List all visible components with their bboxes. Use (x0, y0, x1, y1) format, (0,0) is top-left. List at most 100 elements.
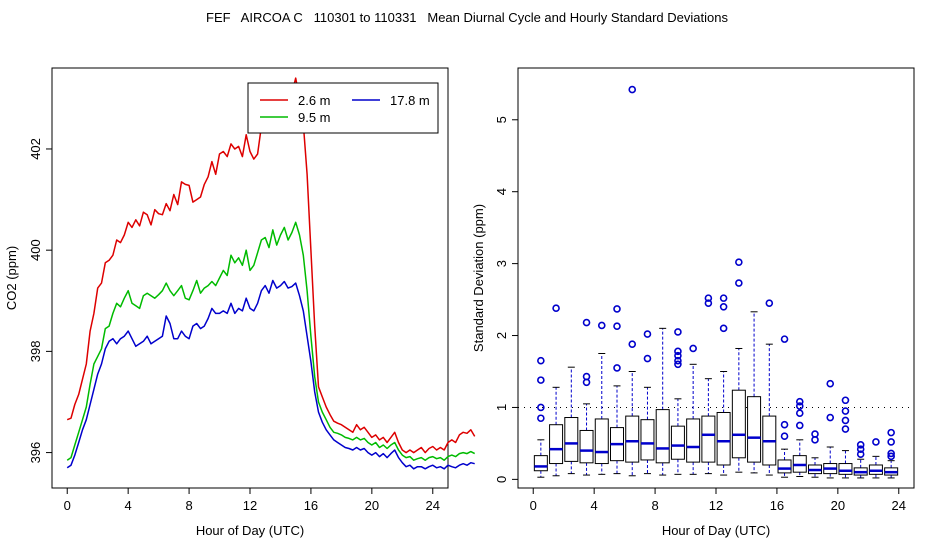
right-x-tick-label: 8 (651, 498, 658, 513)
legend-label-2-6m: 2.6 m (298, 93, 331, 108)
boxplot-hour (625, 85, 640, 477)
boxplot-hour (579, 318, 594, 476)
boxplot-hour (838, 396, 853, 479)
box-iqr (549, 424, 564, 465)
outlier-point (719, 302, 728, 311)
outlier-point (582, 372, 591, 381)
box-iqr (625, 415, 640, 463)
boxplot-hour (868, 438, 883, 479)
outlier-point (719, 324, 728, 333)
outlier-point (537, 356, 545, 365)
left-x-tick-label: 0 (64, 498, 71, 513)
right-y-axis: 0 1 2 3 4 5 (494, 116, 518, 483)
series-line-17-8-m (66, 279, 475, 470)
legend: 2.6 m 9.5 m 17.8 m (247, 82, 439, 134)
outlier-point (613, 322, 621, 330)
outlier-point (537, 414, 545, 423)
boxplot-hour (640, 330, 655, 475)
outlier-point (780, 420, 789, 429)
outlier-point (704, 299, 713, 307)
outlier-point (856, 441, 865, 449)
right-y-tick-label: 2 (494, 332, 509, 339)
right-x-tick-label: 0 (530, 498, 537, 513)
left-y-tick-label: 400 (28, 239, 43, 261)
boxplot-hour (762, 299, 777, 476)
right-y-tick-label: 3 (494, 260, 509, 267)
left-y-tick-label: 398 (28, 341, 43, 363)
boxplot-hour (747, 311, 762, 474)
outlier-point (689, 344, 697, 353)
outlier-point (856, 445, 865, 453)
outlier-point (643, 354, 652, 363)
right-x-axis-label: Hour of Day (UTC) (662, 523, 770, 538)
right-y-tick-label: 5 (494, 116, 509, 123)
boxplot-hour (670, 328, 685, 475)
outlier-point (613, 305, 621, 313)
boxplot-hour (564, 366, 579, 475)
outlier-point (643, 330, 652, 338)
box-iqr (747, 396, 762, 463)
boxplot-group (533, 85, 899, 479)
outlier-point (795, 397, 804, 406)
outlier-point (765, 299, 774, 307)
right-y-tick-label: 0 (494, 476, 509, 483)
outlier-point (811, 430, 819, 438)
outlier-point (841, 425, 850, 433)
box-iqr (640, 419, 655, 461)
right-x-tick-label: 20 (831, 498, 845, 513)
left-x-tick-label: 24 (426, 498, 440, 513)
boxplot-hour (549, 304, 564, 477)
outlier-point (735, 279, 743, 287)
box-iqr (594, 418, 609, 465)
outlier-point (795, 421, 804, 430)
boxplot-hour (808, 430, 822, 478)
legend-label-17-8m: 17.8 m (390, 93, 430, 108)
boxplot-hour (594, 321, 609, 475)
box-iqr (579, 429, 594, 464)
series-line-2-6-m (66, 77, 476, 454)
outlier-point (613, 364, 621, 372)
outlier-point (582, 318, 591, 327)
outlier-point (597, 321, 606, 330)
outlier-point (704, 294, 713, 302)
box-iqr (686, 418, 701, 463)
boxplot-hour (777, 335, 792, 478)
outlier-point (735, 258, 743, 266)
outlier-point (856, 450, 865, 458)
boxplot-hour (686, 344, 701, 475)
outlier-point (887, 449, 895, 458)
outlier-point (826, 413, 835, 422)
left-y-axis: 396 398 400 402 (28, 138, 52, 463)
outlier-point (826, 379, 835, 388)
legend-box (247, 82, 439, 134)
outlier-point (674, 360, 682, 369)
box-iqr (533, 455, 548, 472)
series-line-9-5-m (66, 221, 476, 461)
outlier-point (537, 403, 545, 412)
box-iqr (731, 389, 746, 459)
co2-line-chart: Hour of Day (UTC) CO2 (ppm) 0 4 8 12 16 20 24 … (4, 67, 476, 538)
boxplot-hour (884, 428, 899, 479)
outlier-point (674, 347, 682, 356)
right-y-axis-label: Standard Deviation (ppm) (471, 204, 486, 352)
outlier-point (887, 438, 895, 446)
box-iqr (670, 425, 685, 460)
outlier-point (628, 85, 637, 94)
outlier-point (795, 409, 804, 418)
right-y-tick-label: 4 (494, 188, 509, 195)
boxplot-hour (823, 379, 838, 479)
right-x-tick-label: 16 (770, 498, 784, 513)
boxplot-hour (716, 294, 731, 476)
boxplot-hour (533, 356, 548, 478)
outlier-point (719, 294, 728, 302)
outlier-point (537, 376, 545, 384)
left-x-tick-label: 16 (304, 498, 318, 513)
boxplot-hour (701, 294, 716, 475)
boxplot-hour (610, 305, 624, 475)
outlier-point (780, 335, 789, 343)
std-dev-boxplot-chart: Hour of Day (UTC) Standard Deviation (pp… (471, 67, 915, 538)
box-iqr (777, 459, 792, 474)
boxplot-hour (731, 258, 746, 473)
outlier-point (674, 356, 682, 365)
